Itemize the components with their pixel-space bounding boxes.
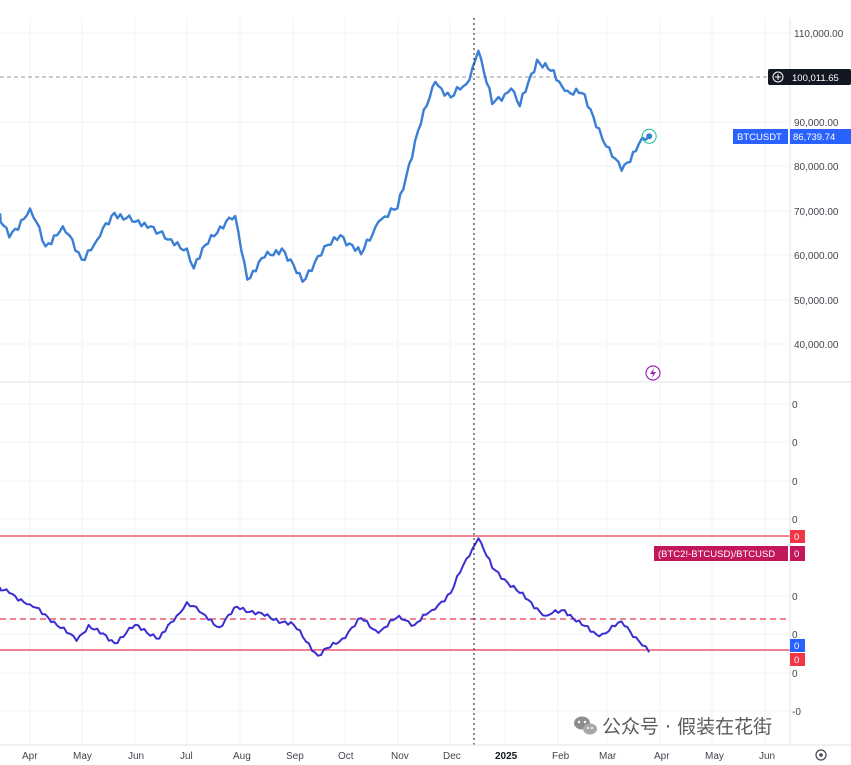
price-tick: 80,000.00 <box>794 162 839 173</box>
indicator-tick: 0 <box>792 477 798 488</box>
upper-band-value: 0 <box>794 532 799 543</box>
indicator-tick: 0 <box>792 400 798 411</box>
price-axis[interactable]: 110,000.00 90,000.00 80,000.00 70,000.00… <box>733 29 851 351</box>
indicator-tick: -0 <box>792 707 801 718</box>
indicator-tick: 0 <box>792 592 798 603</box>
price-tick: 90,000.00 <box>794 118 839 129</box>
lower-band-value: 0 <box>794 655 799 666</box>
time-axis[interactable]: Apr May Jun Jul Aug Sep Oct Nov Dec 2025… <box>22 749 827 762</box>
watermark: 公众号 · 假装在花街 <box>574 716 772 738</box>
indicator-axis[interactable]: 0 0 0 0 0 0 0 -0 0 (BTC2!-BTCUSD)/BTCUSD… <box>654 400 805 718</box>
indicator-label-value: 0 <box>794 549 799 560</box>
last-price-value: 86,739.74 <box>793 132 835 143</box>
indicator-panel[interactable] <box>0 535 790 657</box>
wechat-icon <box>574 716 597 735</box>
indicator-label-tag[interactable]: (BTC2!-BTCUSD)/BTCUSD 0 <box>654 546 805 561</box>
time-label: Nov <box>391 751 409 762</box>
basis-indicator-line <box>0 537 651 657</box>
time-label: Sep <box>286 751 304 762</box>
time-label: Jun <box>128 751 144 762</box>
symbol-tag[interactable]: BTCUSDT <box>733 129 788 144</box>
time-label: Dec <box>443 751 461 762</box>
time-label-year: 2025 <box>495 751 518 762</box>
time-label: May <box>705 751 724 762</box>
price-tick: 40,000.00 <box>794 340 839 351</box>
time-label: Aug <box>233 751 251 762</box>
price-tick: 60,000.00 <box>794 251 839 262</box>
crosshair-price-value: 100,011.65 <box>792 73 839 84</box>
indicator-tick: 0 <box>792 438 798 449</box>
last-price-tag[interactable]: 86,739.74 <box>790 129 851 144</box>
indicator-current-value: 0 <box>794 641 799 652</box>
add-alert-icon[interactable] <box>772 71 784 83</box>
price-panel[interactable] <box>0 49 768 381</box>
time-label: Feb <box>552 751 570 762</box>
price-tick: 70,000.00 <box>794 207 839 218</box>
time-label: Oct <box>338 751 354 762</box>
time-label: Apr <box>654 751 670 762</box>
settings-gear-icon[interactable] <box>815 749 827 761</box>
indicator-tick: 0 <box>792 515 798 526</box>
flash-alert-icon[interactable] <box>645 365 661 381</box>
btcusdt-price-line <box>0 49 651 283</box>
crosshair-price-tag: 100,011.65 <box>768 69 851 85</box>
time-label: May <box>73 751 92 762</box>
symbol-tag-label: BTCUSDT <box>737 132 782 143</box>
indicator-tick: 0 <box>792 669 798 680</box>
indicator-tick: 0 <box>792 630 798 641</box>
time-label: Mar <box>599 751 617 762</box>
upper-band-tag: 0 <box>790 530 805 543</box>
time-label: Jun <box>759 751 775 762</box>
time-label: Apr <box>22 751 38 762</box>
price-tick: 110,000.00 <box>794 29 844 40</box>
price-tick: 50,000.00 <box>794 296 839 307</box>
indicator-label: (BTC2!-BTCUSD)/BTCUSD <box>658 549 775 560</box>
lower-band-tag: 0 <box>790 653 805 666</box>
last-price-dot[interactable] <box>641 128 657 144</box>
indicator-value-tag: 0 <box>790 639 805 652</box>
watermark-text: 公众号 · 假装在花街 <box>602 716 772 738</box>
last-price-dot-inner <box>646 133 653 140</box>
time-label: Jul <box>180 751 193 762</box>
